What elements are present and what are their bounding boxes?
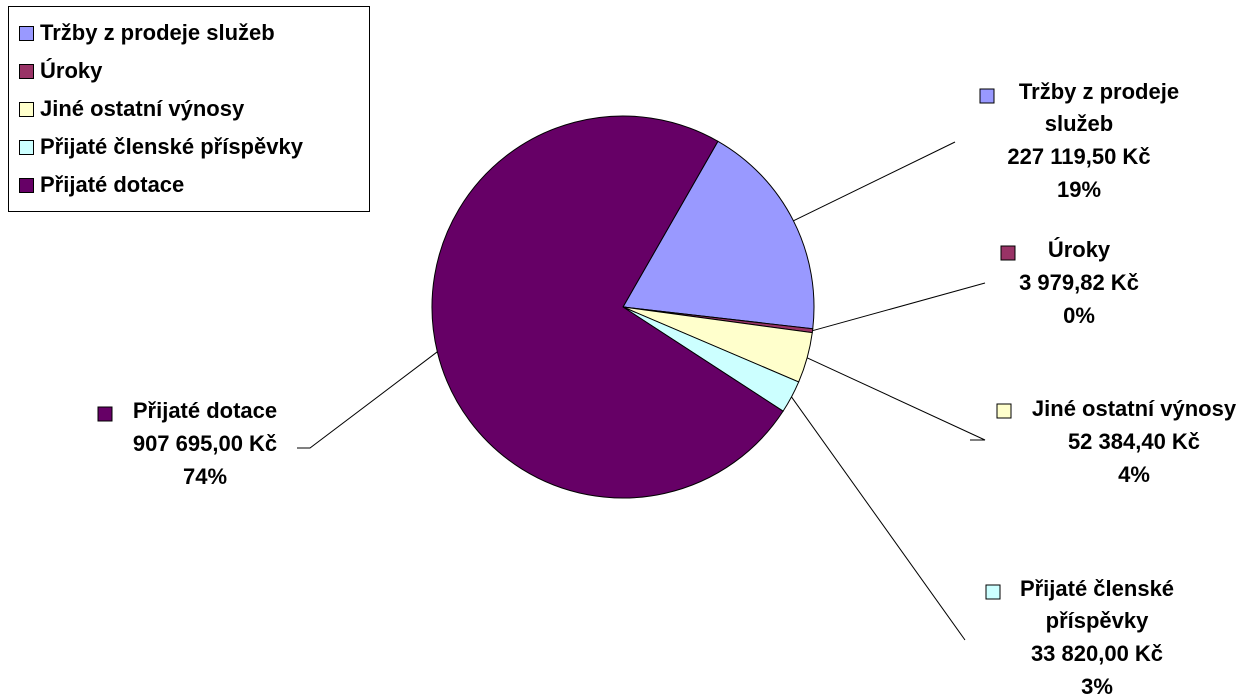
legend-item-trzby: Tržby z prodeje služeb: [19, 15, 275, 51]
legend: Tržby z prodeje služeb Úroky Jiné ostatn…: [8, 6, 370, 212]
data-label-swatch-uroky: [1000, 245, 1016, 261]
data-label-value-trzby: 227 119,50 Kč: [1007, 144, 1150, 169]
legend-item-prispevky: Přijaté členské příspěvky: [19, 129, 303, 165]
data-label-percent-prispevky: 3%: [1081, 674, 1113, 699]
leader-line-jine: [806, 357, 986, 441]
data-label-name-trzby: Tržby z prodeje: [1019, 79, 1179, 104]
data-label-value-prispevky: 33 820,00 Kč: [1031, 641, 1163, 666]
data-label-swatch-prispevky: [985, 584, 1001, 600]
data-label-percent-jine: 4%: [1118, 462, 1150, 487]
data-label-name-uroky: Úroky: [1048, 237, 1111, 262]
data-label-name-prispevky: příspěvky: [1046, 608, 1149, 633]
legend-label-trzby: Tržby z prodeje služeb: [40, 20, 275, 45]
data-label-percent-dotace: 74%: [183, 464, 227, 489]
data-label-name-dotace: Přijaté dotace: [133, 398, 277, 423]
data-label-name-prispevky: Přijaté členské: [1020, 576, 1174, 601]
data-label-percent-trzby: 19%: [1057, 177, 1101, 202]
legend-label-uroky: Úroky: [40, 58, 103, 83]
data-label-swatch-jine: [996, 403, 1012, 419]
legend-label-dotace: Přijaté dotace: [40, 172, 185, 197]
legend-item-uroky: Úroky: [19, 53, 102, 89]
data-label-swatch-trzby: [979, 88, 995, 104]
data-label-name-trzby: služeb: [1045, 111, 1113, 136]
legend-swatch-jine: [19, 101, 34, 117]
pie-slice-dotace: [431, 115, 784, 499]
data-label-name-jine: Jiné ostatní výnosy: [1032, 396, 1237, 421]
data-label-swatch-dotace: [97, 406, 113, 422]
leader-line-prispevky: [791, 396, 966, 641]
legend-label-prispevky: Přijaté členské příspěvky: [40, 134, 303, 159]
leader-line-uroky: [812, 282, 986, 332]
leader-line-dotace: [297, 351, 438, 449]
legend-swatch-uroky: [19, 63, 34, 79]
data-label-value-jine: 52 384,40 Kč: [1068, 429, 1200, 454]
data-label-value-dotace: 907 695,00 Kč: [133, 431, 277, 456]
legend-swatch-trzby: [19, 25, 34, 41]
legend-label-jine: Jiné ostatní výnosy: [40, 96, 245, 121]
legend-item-jine: Jiné ostatní výnosy: [19, 91, 244, 127]
data-label-percent-uroky: 0%: [1063, 303, 1095, 328]
legend-swatch-prispevky: [19, 139, 34, 155]
legend-item-dotace: Přijaté dotace: [19, 167, 184, 203]
data-label-value-uroky: 3 979,82 Kč: [1019, 270, 1139, 295]
leader-line-trzby: [793, 141, 956, 222]
legend-swatch-dotace: [19, 177, 34, 193]
